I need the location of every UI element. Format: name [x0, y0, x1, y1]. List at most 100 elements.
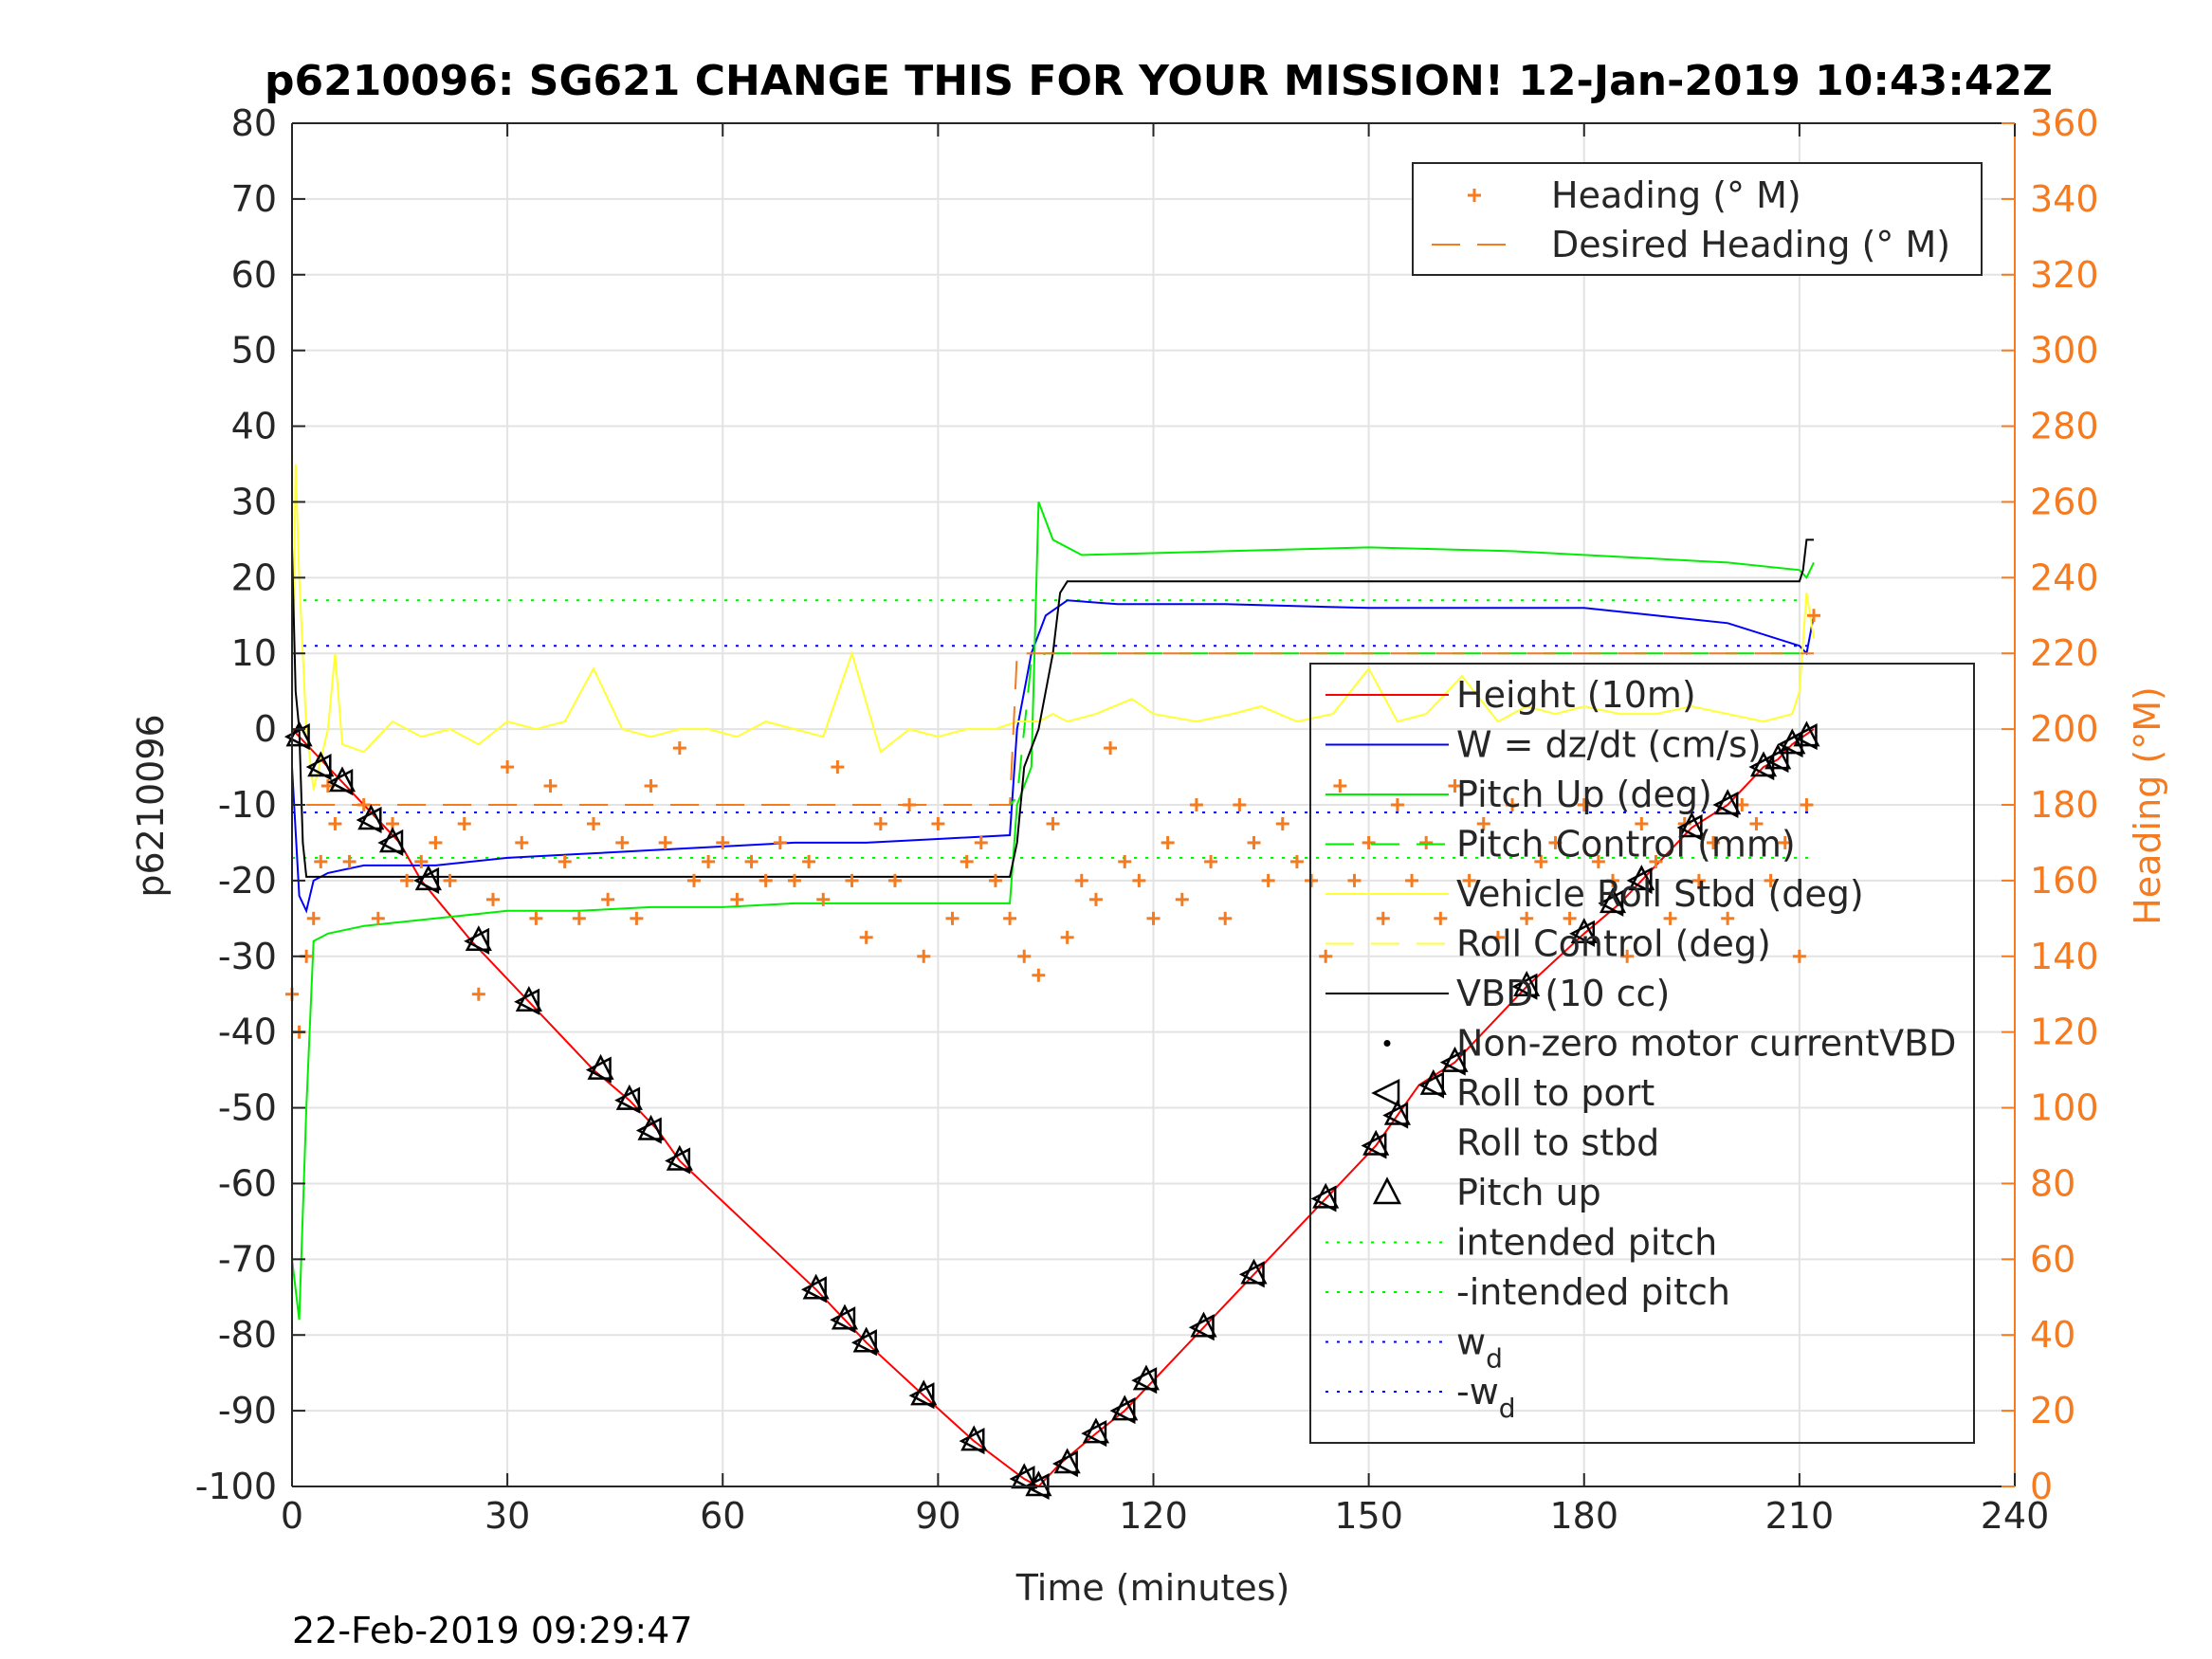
roll-port-marker	[1310, 1185, 1337, 1212]
roll-port-marker	[1791, 723, 1818, 751]
heading-point	[1800, 798, 1814, 811]
x-tick-label: 0	[281, 1495, 303, 1537]
heading-point	[744, 854, 759, 868]
heading-point	[1347, 873, 1362, 887]
heading-point	[730, 892, 744, 906]
heading-point	[917, 949, 931, 963]
y2-tick-label: 120	[2030, 1012, 2099, 1053]
heading-point	[960, 854, 974, 868]
roll-port-marker	[635, 1117, 662, 1144]
heading-point	[1792, 949, 1806, 963]
roll-port-marker	[283, 723, 310, 751]
y2-tick-label: 80	[2030, 1162, 2075, 1204]
heading-point	[1305, 873, 1319, 887]
heading-point	[1663, 911, 1677, 925]
heading-point	[1003, 911, 1017, 925]
heading-point	[1032, 968, 1046, 982]
roll-port-marker	[1511, 973, 1538, 1000]
roll-port-marker	[464, 927, 490, 955]
roll-port-marker	[377, 829, 404, 857]
y2-tick-label: 40	[2030, 1314, 2075, 1356]
y-tick-label: -90	[218, 1390, 277, 1431]
series-height-10m	[291, 728, 1815, 1488]
x-tick-label: 180	[1549, 1495, 1618, 1537]
roll-port-marker	[959, 1428, 985, 1455]
y-tick-label: -80	[218, 1314, 277, 1356]
y2-tick-label: 0	[2030, 1466, 2053, 1507]
roll-port-marker	[1439, 1048, 1466, 1076]
y2-tick-label: 260	[2030, 481, 2099, 522]
y-tick-label: -100	[195, 1466, 277, 1507]
roll-port-marker	[327, 768, 354, 796]
heading-point	[529, 911, 543, 925]
heading-point	[1448, 779, 1462, 793]
roll-port-marker	[1382, 1102, 1409, 1129]
heading-point	[787, 873, 801, 887]
heading-point	[1506, 798, 1520, 811]
y2-tick-label: 360	[2030, 102, 2099, 144]
y-tick-label: 50	[231, 330, 277, 372]
y-tick-label: -10	[218, 784, 277, 826]
heading-point	[501, 760, 515, 775]
heading-point	[1247, 835, 1261, 849]
heading-point	[1606, 873, 1620, 887]
y-tick-label: 80	[231, 102, 277, 144]
heading-point	[1691, 873, 1706, 887]
roll-port-marker	[1361, 1132, 1387, 1159]
roll-port-marker	[830, 1306, 856, 1334]
legend-swatch-tri-up	[1372, 1176, 1402, 1205]
heading-point	[1275, 816, 1289, 830]
heading-point	[716, 835, 730, 849]
y-tick-label: -60	[218, 1162, 277, 1204]
heading-point	[515, 835, 529, 849]
heading-point	[802, 854, 816, 868]
legend-main-label: Pitch up	[1456, 1172, 1601, 1213]
heading-point	[1620, 949, 1635, 963]
x-axis-label: Time (minutes)	[1015, 1567, 1290, 1609]
axes	[291, 122, 2016, 1487]
series-pitch-control-mm	[306, 652, 1814, 806]
roll-port-marker	[1598, 889, 1624, 917]
x-tick-label: 90	[915, 1495, 960, 1537]
heading-point	[1319, 949, 1333, 963]
heading-point	[1721, 911, 1735, 925]
heading-point	[1088, 892, 1103, 906]
roll-port-marker	[850, 1329, 877, 1357]
roll-port-marker	[1188, 1314, 1215, 1341]
heading-point	[1635, 816, 1649, 830]
y-tick-label: 70	[231, 178, 277, 220]
heading-point	[485, 892, 500, 906]
roll-port-marker	[1109, 1397, 1136, 1425]
roll-port-marker	[1131, 1367, 1158, 1395]
heading-point	[859, 930, 873, 944]
y-tick-label: 20	[231, 556, 277, 598]
x-tick-label: 60	[700, 1495, 745, 1537]
heading-point	[414, 854, 429, 868]
heading-point	[887, 873, 902, 887]
heading-point	[1218, 911, 1233, 925]
heading-point	[400, 873, 414, 887]
heading-point	[443, 873, 457, 887]
heading-point	[1189, 798, 1203, 811]
heading-point	[601, 892, 615, 906]
y-tick-label: 10	[231, 632, 277, 674]
heading-point	[543, 779, 558, 793]
heading-point	[686, 873, 701, 887]
heading-point	[1204, 854, 1218, 868]
plot-series	[291, 464, 1815, 1488]
y-tick-label: 40	[231, 406, 277, 447]
roll-port-marker	[1081, 1420, 1107, 1448]
heading-point	[314, 854, 328, 868]
roll-port-marker	[585, 1056, 612, 1084]
heading-point	[831, 760, 845, 775]
roll-port-marker	[800, 1276, 827, 1304]
heading-point	[1534, 854, 1548, 868]
footer-timestamp: 22-Feb-2019 09:29:47	[292, 1610, 693, 1651]
y2-tick-label: 140	[2030, 936, 2099, 977]
y2-tick-label: 100	[2030, 1087, 2099, 1129]
heading-point	[1778, 835, 1792, 849]
heading-point	[1490, 930, 1505, 944]
y2-tick-label: 340	[2030, 178, 2099, 220]
legend-main-label: Vehicle Roll Stbd (deg)	[1456, 873, 1864, 915]
